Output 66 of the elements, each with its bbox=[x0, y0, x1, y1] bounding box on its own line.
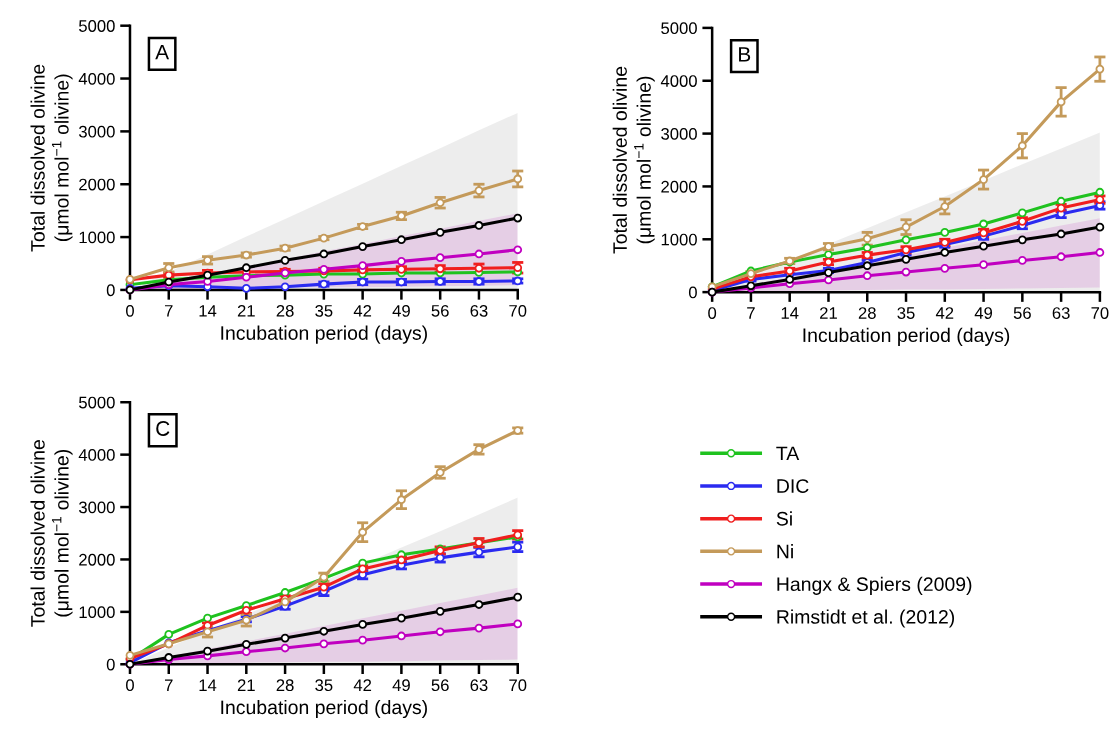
legend-label: TA bbox=[776, 446, 800, 461]
x-tick-label: 35 bbox=[897, 307, 915, 319]
y-tick-label: 2000 bbox=[79, 553, 115, 566]
x-axis-title: Incubation period (days) bbox=[221, 325, 427, 344]
annotation: B bbox=[739, 47, 751, 62]
x-tick-label: 21 bbox=[237, 679, 255, 691]
x-tick-label: 49 bbox=[974, 307, 993, 319]
x-tick-label: 28 bbox=[858, 307, 876, 319]
x-tick-label: 63 bbox=[470, 304, 488, 317]
x-tick-label: 49 bbox=[392, 679, 410, 692]
x-tick-label: 70 bbox=[509, 304, 527, 317]
x-tick-label: 42 bbox=[353, 679, 372, 691]
x-axis-title: Incubation period (days) bbox=[803, 327, 1010, 346]
x-tick-label: 35 bbox=[315, 304, 333, 317]
y-tick-label: 3000 bbox=[661, 127, 697, 140]
y-tick-label: 4000 bbox=[78, 72, 115, 85]
x-tick-label: 56 bbox=[431, 679, 449, 692]
x-tick-label: 56 bbox=[1013, 307, 1031, 319]
x-tick-label: 14 bbox=[781, 307, 799, 319]
x-tick-label: 63 bbox=[1052, 307, 1070, 319]
y-tick-label: 2000 bbox=[79, 178, 115, 191]
legend-label: Si bbox=[776, 511, 792, 526]
x-tick-label: 21 bbox=[237, 304, 255, 317]
legend-label: DIC bbox=[777, 479, 809, 493]
x-tick-label: 56 bbox=[431, 304, 449, 317]
y-tick-label: 0 bbox=[106, 284, 115, 297]
y-tick-label: 3000 bbox=[78, 125, 115, 138]
x-tick-label: 70 bbox=[509, 679, 527, 692]
x-tick-label: 70 bbox=[1091, 307, 1109, 319]
x-tick-label: 49 bbox=[392, 304, 410, 317]
y-tick-label: 1000 bbox=[661, 233, 697, 246]
x-tick-label: 7 bbox=[747, 307, 755, 319]
legend-label: Ni bbox=[777, 544, 793, 559]
x-tick-label: 35 bbox=[315, 679, 333, 692]
y-tick-label: 5000 bbox=[79, 396, 115, 409]
y-tick-label: 0 bbox=[688, 286, 697, 299]
y-tick-label: 3000 bbox=[78, 501, 115, 514]
y-tick-label: 0 bbox=[106, 658, 115, 671]
x-tick-label: 0 bbox=[126, 679, 134, 692]
annotation: A bbox=[155, 44, 170, 60]
x-tick-label: 63 bbox=[470, 679, 488, 692]
legend-label: Hangx & Spiers (2009) bbox=[777, 576, 972, 595]
x-tick-label: 28 bbox=[276, 679, 294, 692]
y-tick-label: 1000 bbox=[79, 231, 115, 244]
x-tick-label: 7 bbox=[164, 305, 173, 317]
y-tick-label: 2000 bbox=[661, 180, 697, 193]
legend-label: Rimstidt et al. (2012) bbox=[777, 609, 955, 628]
y-tick-label: 4000 bbox=[660, 75, 697, 87]
x-tick-label: 42 bbox=[353, 304, 372, 317]
x-tick-label: 14 bbox=[199, 679, 217, 691]
y-axis-title: Total dissolved olivine (μmol mol$^{−1}$ olivine) bbox=[30, 440, 73, 627]
x-tick-label: 42 bbox=[935, 307, 954, 319]
x-tick-label: 14 bbox=[199, 305, 217, 317]
y-axis-title: Total dissolved olivine (μmol mol$^{−1}$ olivine) bbox=[30, 64, 73, 252]
x-axis-title: Incubation period (days) bbox=[221, 699, 427, 719]
x-tick-label: 7 bbox=[164, 679, 173, 691]
x-tick-label: 0 bbox=[708, 307, 717, 319]
x-tick-label: 0 bbox=[126, 304, 134, 317]
y-tick-label: 4000 bbox=[78, 449, 115, 461]
annotation: C bbox=[156, 421, 170, 436]
x-tick-label: 21 bbox=[820, 307, 837, 319]
y-tick-label: 5000 bbox=[661, 22, 697, 35]
y-tick-label: 1000 bbox=[79, 606, 115, 619]
y-axis-title: Total dissolved olivine (μmol mol$^{−1}$ olivine) bbox=[612, 66, 655, 254]
y-tick-label: 5000 bbox=[79, 20, 115, 32]
x-tick-label: 28 bbox=[276, 304, 294, 317]
